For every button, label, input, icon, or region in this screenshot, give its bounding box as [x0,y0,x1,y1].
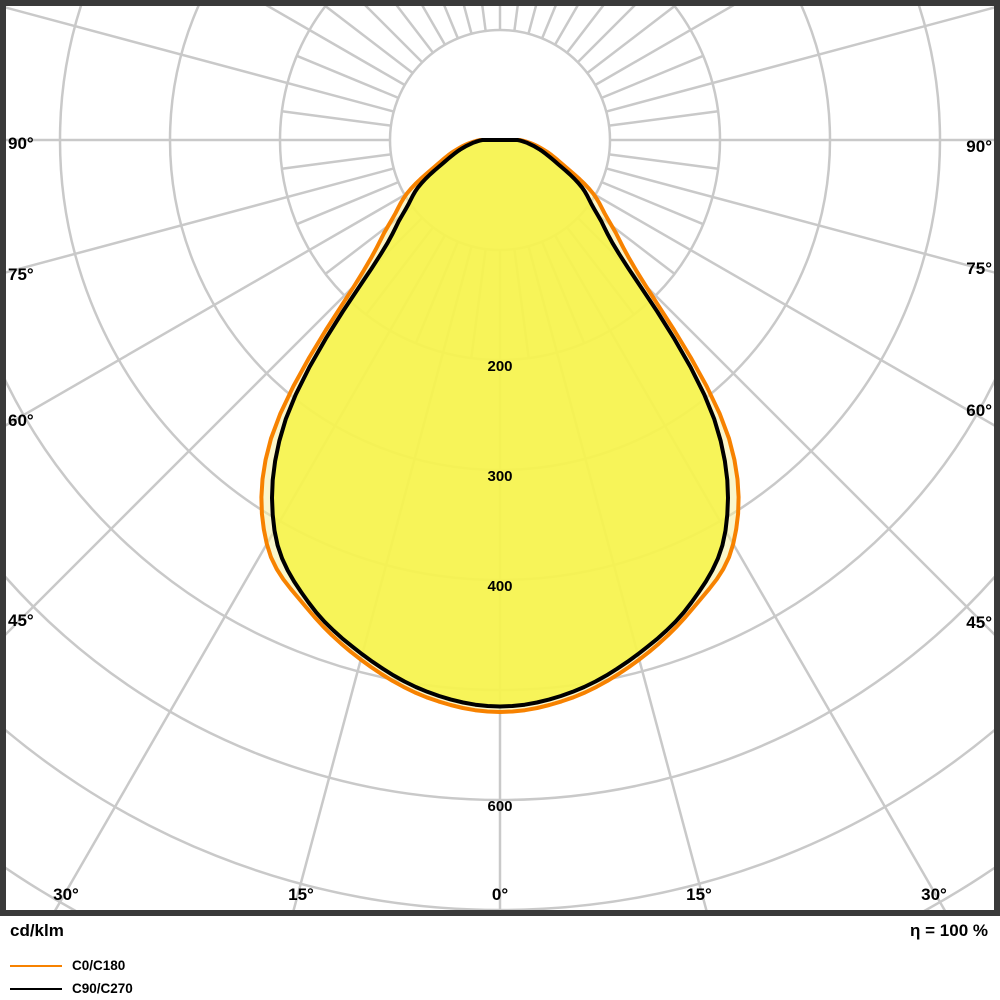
legend-label-c0: C0/C180 [72,958,126,973]
legend-line-c90-icon [10,987,62,990]
angle-label: 90° [966,137,992,156]
angle-label: 75° [966,259,992,278]
grid-ray-minor [296,180,399,226]
angle-label: 0° [492,885,508,904]
grid-ray-minor [608,153,719,170]
grid-ray-minor [281,153,392,170]
angle-label: 45° [966,613,992,632]
grid-ray-minor [481,6,487,32]
angle-label: 30° [921,885,947,904]
angle-labels: 90° 75° 60° 45° 30° 15° 0° 15° 30° 45° 60° 75° 90° [8,134,992,904]
units-label: cd/klm [10,921,64,940]
ring-label-400: 400 [487,578,512,595]
grid-ray-minor [443,6,460,39]
grid-ray-minor [513,6,519,32]
grid-ray-minor [608,110,719,127]
grid-ray-minor [540,6,557,39]
angle-label: 15° [686,885,712,904]
angle-label: 60° [8,411,34,430]
legend-item-c0: C0/C180 [10,954,133,977]
grid-ray-minor [601,54,704,100]
efficiency-label: η = 100 % [910,921,988,940]
grid-ray-minor [601,180,704,226]
ring-label-300: 300 [487,468,512,485]
grid-ray-major [594,193,994,427]
angle-label: 90° [8,134,34,153]
angle-label: 60° [966,401,992,420]
angle-label: 75° [8,265,34,284]
ring-labels: 200 300 400 600 [487,358,512,815]
grid-ray-major [594,6,735,87]
grid-ray-major [421,6,447,46]
ring-label-200: 200 [487,358,512,375]
grid-ray-major [605,6,994,113]
grid-ray-major [605,167,994,274]
chart-footer: cd/klm η = 100 % C0/C180 C90/C270 [0,916,1000,1000]
chart-frame [0,0,1000,917]
grid-ray-minor [324,6,414,75]
c90-c270-curve [270,138,730,709]
legend-item-c90: C90/C270 [10,977,133,1000]
legend-line-c0-icon [10,964,62,967]
angle-label: 30° [53,885,79,904]
angle-label: 45° [8,611,34,630]
grid-ray-major [6,193,406,427]
grid-ray-major [576,216,994,636]
grid-ray-minor [395,6,435,54]
grid-ray-major [553,6,579,46]
grid-ray-minor [281,110,392,127]
grid-ray-major [6,167,395,274]
legend-label-c90: C90/C270 [72,981,133,996]
grid-ray-major [6,6,395,113]
legend: C0/C180 C90/C270 [10,954,133,1000]
grid-ray-major [265,6,406,87]
ring-label-600: 600 [487,798,512,815]
grid-ray-minor [296,54,399,100]
grid-ray-major [6,216,424,636]
angle-label: 15° [288,885,314,904]
grid-ray-minor [586,6,676,75]
grid-ray-minor [565,6,605,54]
